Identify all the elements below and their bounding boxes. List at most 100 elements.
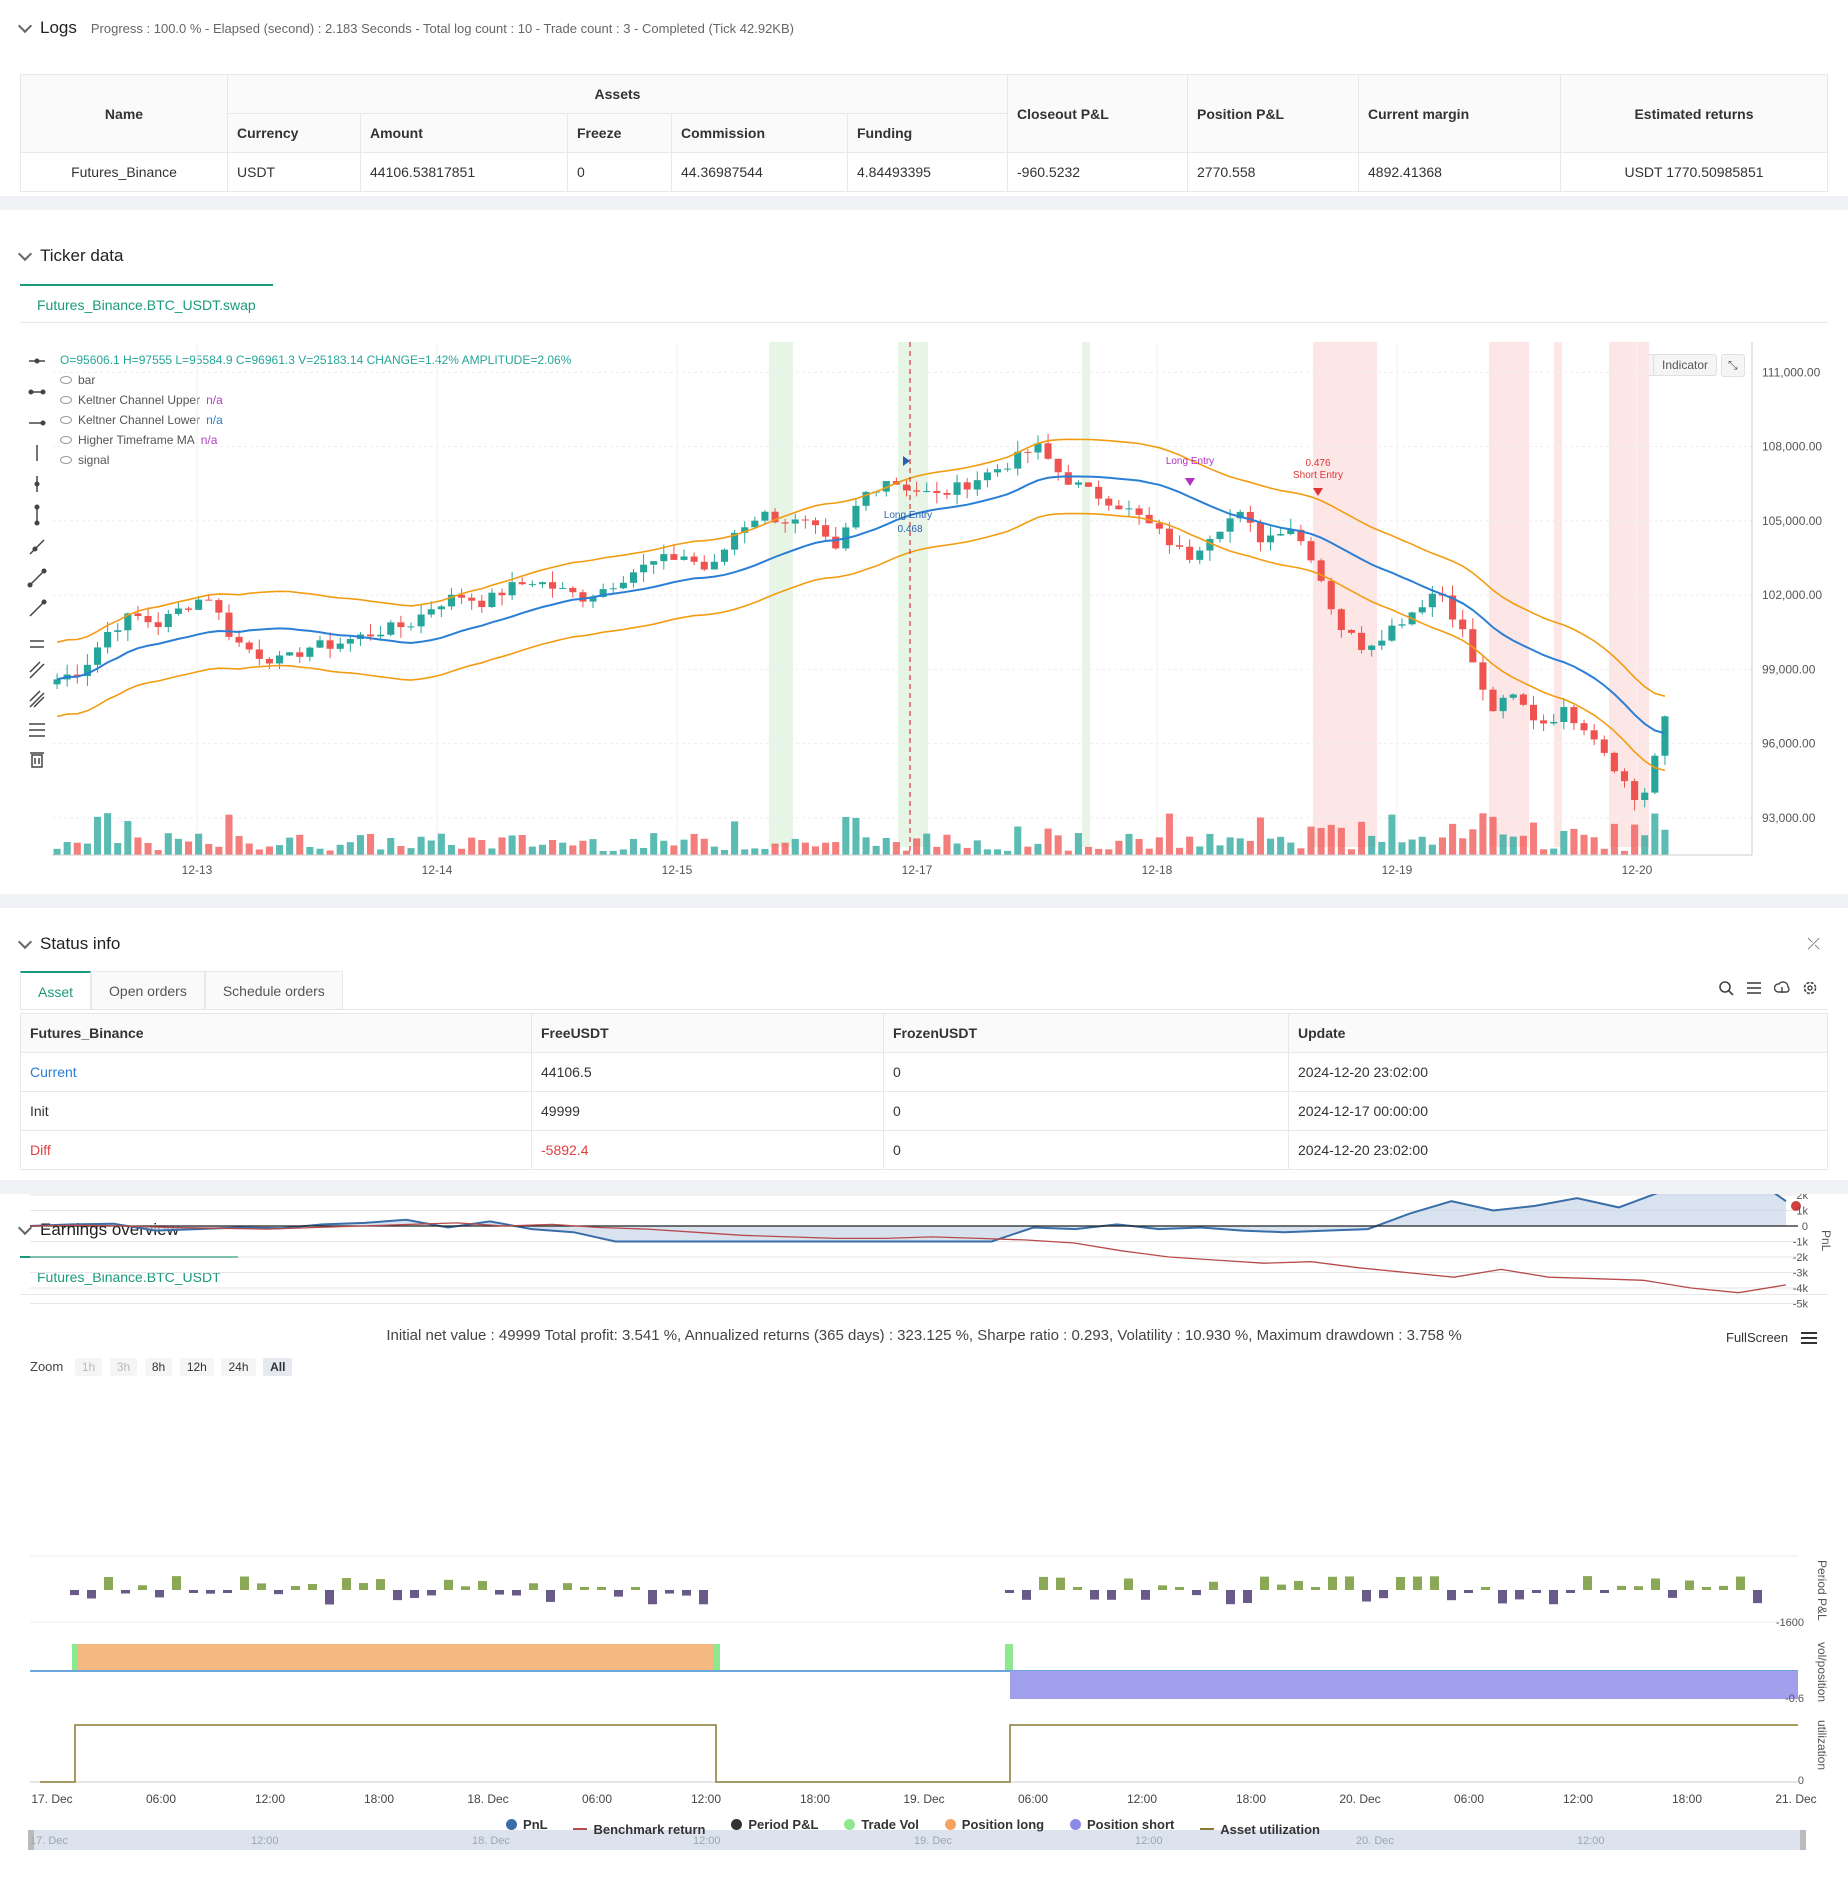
legend-signal[interactable]: signal bbox=[60, 450, 571, 470]
volume-bar bbox=[983, 849, 991, 855]
candle-body bbox=[1014, 451, 1022, 469]
collapse-icon[interactable]: ⤫ bbox=[1807, 936, 1820, 953]
legend-kc-upper[interactable]: Keltner Channel Upper n/a bbox=[60, 390, 571, 410]
candle-body bbox=[771, 511, 779, 523]
legend-asset-util[interactable]: Asset utilization bbox=[1200, 1822, 1320, 1837]
legend-bar[interactable]: bar bbox=[60, 370, 571, 390]
tab-open-orders[interactable]: Open orders bbox=[91, 971, 205, 1009]
tab-schedule-orders[interactable]: Schedule orders bbox=[204, 971, 343, 1009]
entry-value-label: 0.476 bbox=[1305, 458, 1330, 469]
tab-asset[interactable]: Asset bbox=[20, 971, 92, 1009]
volume-bar bbox=[114, 843, 122, 855]
pnl-tick-label: -3k bbox=[1793, 1268, 1809, 1280]
status-header[interactable]: Status info bbox=[17, 934, 120, 954]
candle-body bbox=[993, 469, 1002, 473]
volume-bar bbox=[1438, 837, 1447, 855]
volume-bar bbox=[791, 838, 799, 855]
ticker-header[interactable]: Ticker data bbox=[17, 246, 124, 266]
cell: 44106.53817851 bbox=[360, 152, 568, 192]
volume-bar bbox=[93, 816, 102, 855]
volume-bar bbox=[589, 839, 597, 855]
zoom-1h[interactable]: 1h bbox=[74, 1358, 103, 1376]
volume-bar bbox=[720, 849, 729, 855]
logs-header[interactable]: Logs Progress : 100.0 % - Elapsed (secon… bbox=[17, 18, 794, 38]
eye-icon[interactable] bbox=[60, 376, 72, 384]
period-pnl-bar bbox=[1226, 1590, 1235, 1605]
period-pnl-bar bbox=[376, 1579, 385, 1590]
candle-body bbox=[1307, 541, 1315, 561]
chevron-down-icon[interactable] bbox=[17, 18, 33, 33]
volume-bar bbox=[852, 817, 860, 855]
eye-icon[interactable] bbox=[60, 416, 72, 424]
candle-body bbox=[225, 612, 233, 637]
candle-body bbox=[559, 587, 567, 589]
legend-htf-ma[interactable]: Higher Timeframe MA n/a bbox=[60, 430, 571, 450]
volume-bar bbox=[326, 850, 334, 855]
col-position-pnl: Position P&L bbox=[1187, 74, 1359, 153]
candle-body bbox=[83, 664, 91, 677]
candle-body bbox=[1499, 697, 1507, 712]
eye-icon[interactable] bbox=[60, 396, 72, 404]
period-pnl-bar bbox=[1073, 1587, 1082, 1590]
cell: 2024-12-20 23:02:00 bbox=[1288, 1130, 1828, 1170]
legend-kc-lower[interactable]: Keltner Channel Lower n/a bbox=[60, 410, 571, 430]
x-tick-label: 12-17 bbox=[902, 863, 933, 877]
period-pnl-bar bbox=[1328, 1576, 1337, 1590]
zoom-3h[interactable]: 3h bbox=[109, 1358, 138, 1376]
ticker-title: Ticker data bbox=[40, 246, 124, 265]
zoom-12h[interactable]: 12h bbox=[179, 1358, 214, 1376]
x-tick-label: 12-19 bbox=[1382, 863, 1413, 877]
fullscreen-button[interactable]: FullScreen bbox=[1726, 1330, 1789, 1345]
legend-position-short[interactable]: Position short bbox=[1070, 1817, 1174, 1832]
volume-bar bbox=[1084, 846, 1093, 855]
volume-bar bbox=[741, 849, 749, 855]
candle-body bbox=[1449, 595, 1457, 620]
volume-bar bbox=[670, 845, 678, 855]
volume-bar bbox=[1540, 849, 1548, 855]
pnl-area bbox=[30, 1194, 1786, 1242]
candle-body bbox=[1287, 529, 1295, 535]
legend-period-pnl[interactable]: Period P&L bbox=[731, 1817, 818, 1832]
legend-benchmark[interactable]: Benchmark return bbox=[573, 1822, 705, 1837]
list-icon[interactable] bbox=[1746, 980, 1762, 996]
menu-icon[interactable] bbox=[1800, 1331, 1818, 1345]
x-tick-label: 12-15 bbox=[662, 863, 693, 877]
indicator-button[interactable]: Indicator bbox=[1653, 354, 1718, 376]
row-label-current[interactable]: Current bbox=[20, 1052, 532, 1092]
candle-body bbox=[629, 572, 638, 583]
legend-pnl[interactable]: PnL bbox=[506, 1817, 548, 1832]
volume-bar bbox=[1115, 840, 1123, 855]
eye-icon[interactable] bbox=[60, 436, 72, 444]
legend-trade-vol[interactable]: Trade Vol bbox=[844, 1817, 919, 1832]
tab-btc-swap[interactable]: Futures_Binance.BTC_USDT.swap bbox=[20, 284, 273, 322]
period-pnl-bar bbox=[546, 1590, 555, 1602]
search-icon[interactable] bbox=[1718, 980, 1734, 996]
volume-bar bbox=[1378, 841, 1386, 855]
volume-bar bbox=[629, 838, 638, 855]
zoom-24h[interactable]: 24h bbox=[221, 1358, 256, 1376]
navigator-tick-label: 12:00 bbox=[693, 1835, 721, 1847]
drawing-tools[interactable] bbox=[26, 350, 48, 790]
volume-bar bbox=[1641, 835, 1649, 855]
time-tick-label: 21. Dec bbox=[1775, 1792, 1816, 1806]
time-tick-label: 12:00 bbox=[1563, 1792, 1593, 1806]
col-commission: Commission bbox=[671, 113, 848, 153]
zoom-all[interactable]: All bbox=[263, 1358, 293, 1376]
navigator-track bbox=[28, 1830, 1806, 1850]
gear-icon[interactable] bbox=[1802, 980, 1818, 996]
legend-position-long[interactable]: Position long bbox=[944, 1817, 1044, 1832]
volume-bar bbox=[296, 834, 304, 855]
zoom-8h[interactable]: 8h bbox=[144, 1358, 173, 1376]
candle-body bbox=[1631, 781, 1639, 800]
col-free: FreeUSDT bbox=[531, 1013, 884, 1053]
candle-body bbox=[1358, 632, 1366, 650]
volume-bar bbox=[923, 833, 931, 855]
eye-icon[interactable] bbox=[60, 456, 72, 464]
period-pnl-bar bbox=[70, 1590, 79, 1596]
cloud-download-icon[interactable] bbox=[1774, 980, 1790, 996]
chevron-down-icon[interactable] bbox=[17, 934, 33, 949]
candle-body bbox=[1054, 458, 1062, 473]
expand-icon[interactable]: ⤡ bbox=[1721, 354, 1745, 377]
